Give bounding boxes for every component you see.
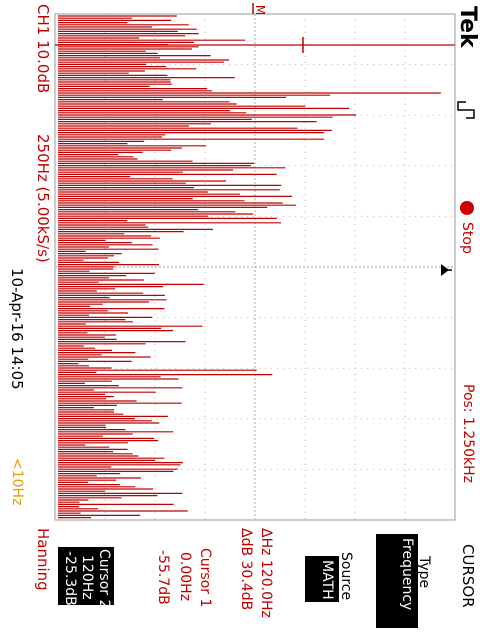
type-label: Type <box>416 556 432 589</box>
window-type-readout: Hanning <box>34 528 52 591</box>
svg-text:M: M <box>253 5 267 15</box>
timebase-readout: 250Hz (5.00kS/s) <box>34 134 52 263</box>
cursor-1-freq: 0.00Hz <box>177 552 193 602</box>
cursor-2-freq: 120Hz <box>79 555 95 600</box>
delta-hz-readout: ΔHz 120.0Hz <box>258 528 274 618</box>
trigger-edge-icon <box>457 101 475 119</box>
menu-title: CURSOR <box>459 544 477 608</box>
channel-scale-readout: CH1 10.0dB <box>34 4 52 94</box>
trigger-position-marker: M <box>252 3 267 15</box>
type-value-box[interactable] <box>376 534 418 628</box>
cursor-2-readout-box[interactable] <box>58 547 114 605</box>
cursor-2-level: -25.3dB <box>62 551 78 606</box>
cursor-2-title: Cursor 2 <box>96 549 112 609</box>
spectrum-trace <box>58 15 441 519</box>
source-value[interactable]: MATH <box>319 560 335 600</box>
position-readout: Pos: 1.250kHz <box>460 384 476 484</box>
graticule-grid <box>55 14 455 520</box>
source-value-box[interactable] <box>305 556 339 602</box>
datetime-readout: 10-Apr-16 14:05 <box>8 268 26 390</box>
brand-logo: Tek <box>455 6 480 48</box>
cursor-1-level: -55.7dB <box>155 550 171 605</box>
stop-indicator-icon <box>460 201 474 215</box>
type-value[interactable]: Frequency <box>399 538 415 611</box>
cursor-1-title: Cursor 1 <box>197 548 213 608</box>
acquisition-status: Stop <box>459 222 475 254</box>
delta-db-readout: ΔdB 30.4dB <box>238 528 254 611</box>
source-label: Source <box>338 552 354 601</box>
frequency-indicator: <10Hz <box>9 458 25 506</box>
